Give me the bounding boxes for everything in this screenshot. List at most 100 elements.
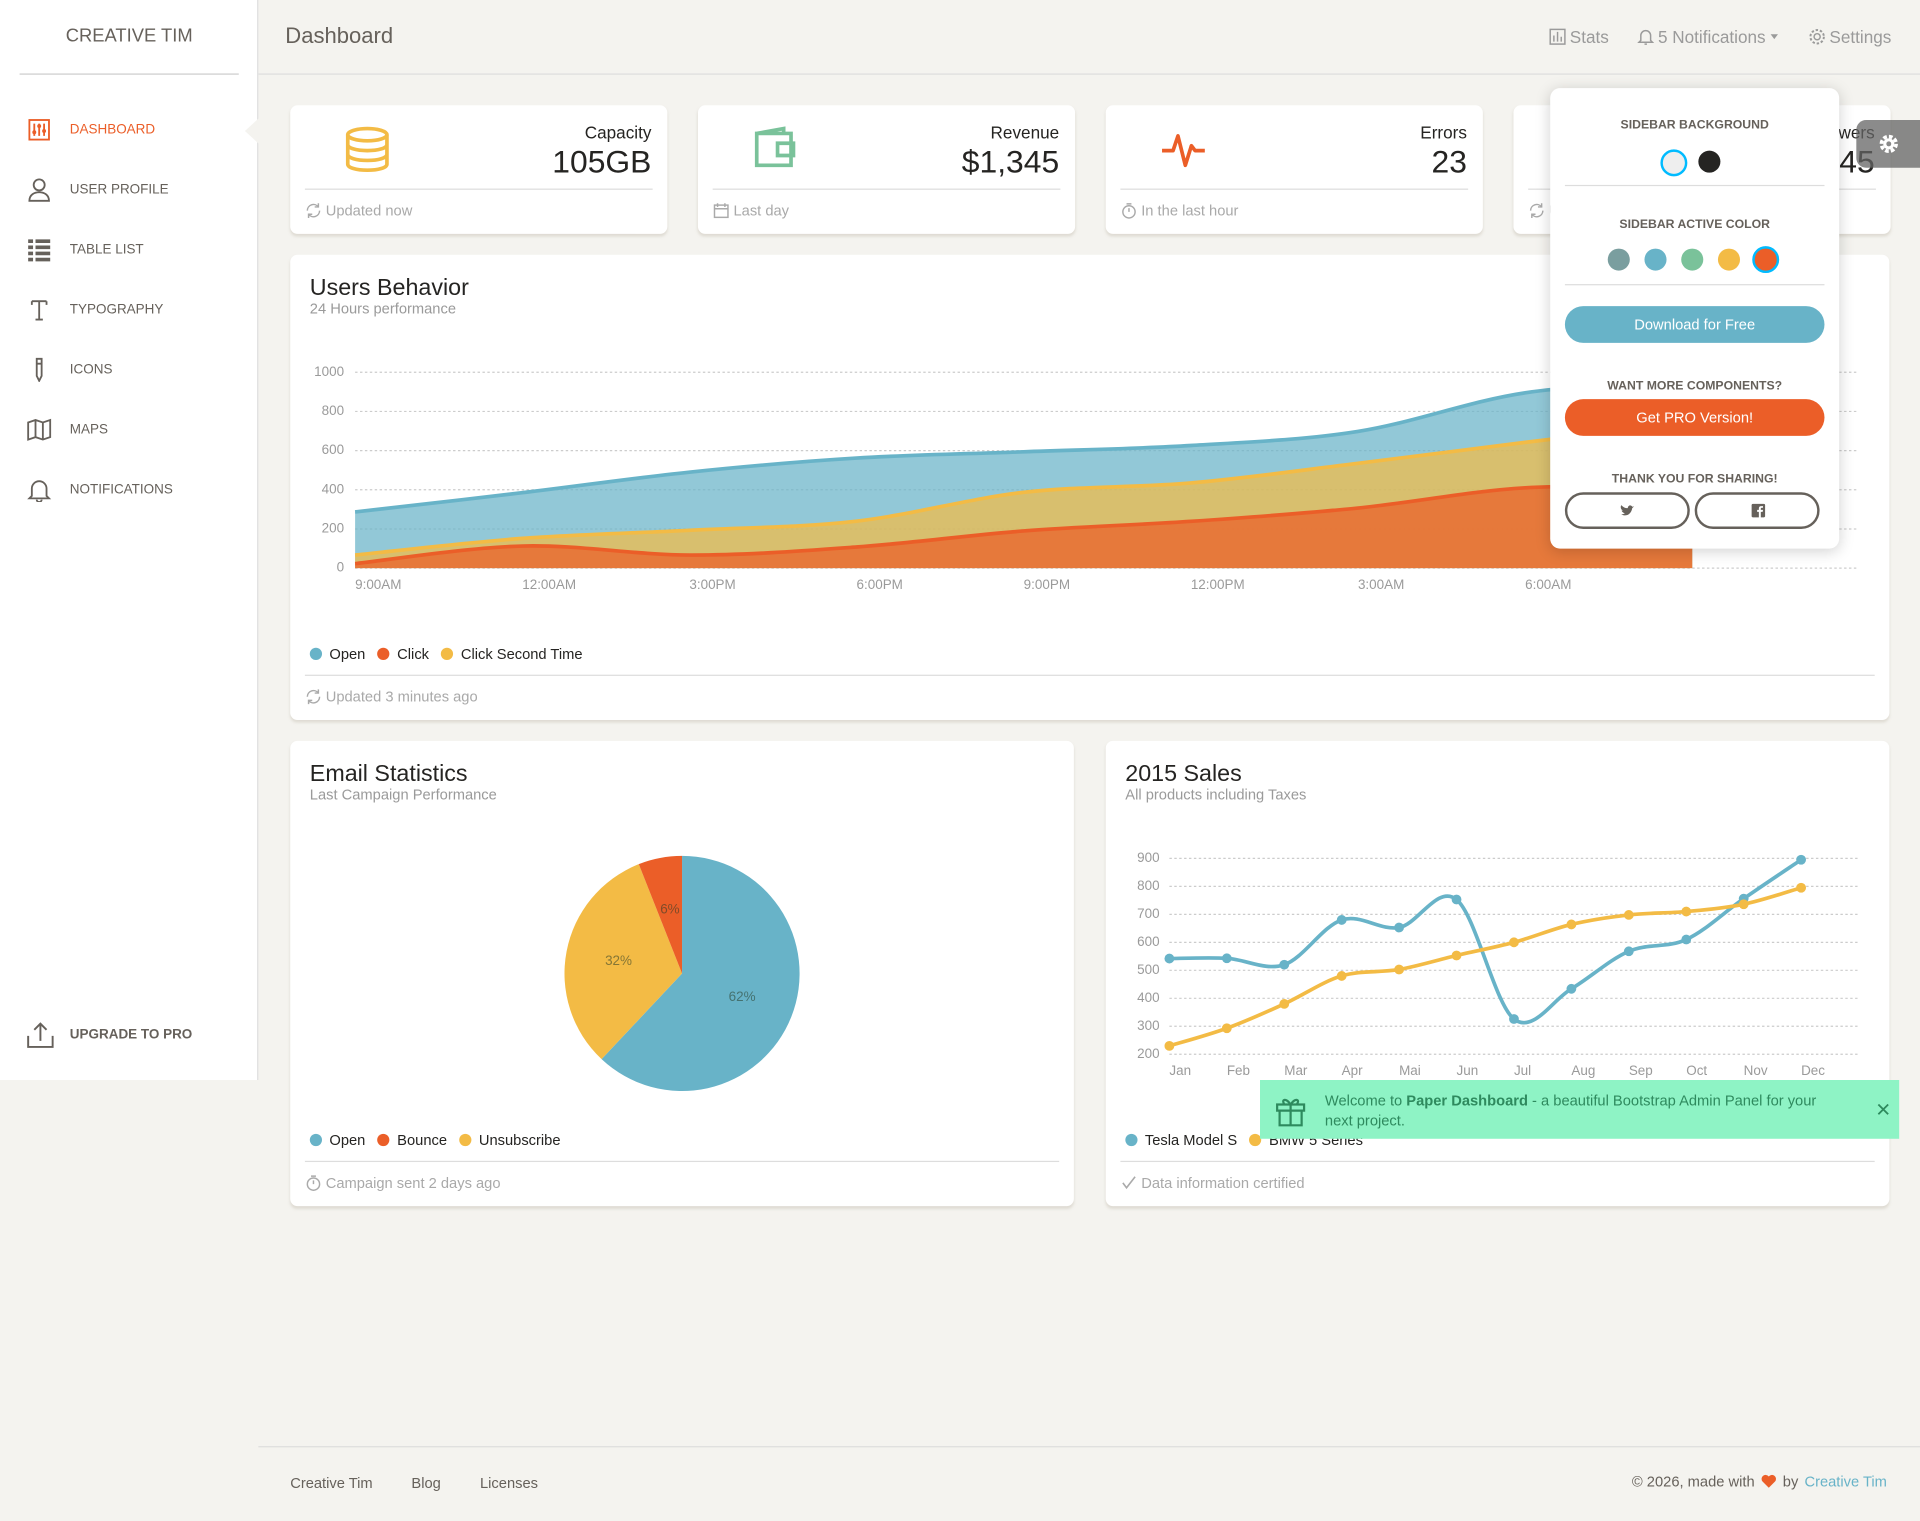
upgrade-icon — [27, 1022, 54, 1048]
color-swatch[interactable] — [1681, 248, 1704, 271]
nav-label: TABLE LIST — [69, 242, 144, 258]
copyright: © 2026, made with by Creative Tim — [1632, 1474, 1887, 1489]
card: Errors 23 In the last hour — [1105, 105, 1483, 234]
navbar-link[interactable]: Settings — [1809, 26, 1892, 47]
close-icon — [1877, 1103, 1889, 1115]
legend-item: Open — [309, 645, 366, 663]
footer-link[interactable]: Licenses — [480, 1474, 539, 1492]
legend-swatch — [1249, 1133, 1262, 1147]
card-footer: Data information certified — [1141, 1174, 1305, 1192]
nav-label: DASHBOARD — [69, 122, 156, 138]
nav-item[interactable]: MAPS — [0, 413, 258, 447]
card-divider — [304, 674, 1875, 676]
color-swatch[interactable] — [1660, 149, 1688, 177]
nav-icon — [30, 300, 48, 321]
color-swatch[interactable] — [1752, 246, 1780, 274]
legend-label: Click Second Time — [460, 645, 583, 663]
legend-label: Open — [329, 1131, 366, 1149]
caret — [1770, 34, 1778, 40]
author-link[interactable]: Creative Tim — [1804, 1473, 1887, 1491]
notification-text-part: - a beautiful Bootstrap Admin Panel for … — [1324, 1092, 1817, 1129]
button-label: Get PRO Version! — [1636, 408, 1754, 427]
notification-bold: Paper Dashboard — [1406, 1092, 1528, 1110]
heart-icon — [1761, 1474, 1776, 1488]
color-swatch[interactable] — [1644, 248, 1667, 271]
nav-icon — [27, 480, 52, 503]
nav-item[interactable]: TABLE LIST — [0, 233, 258, 267]
nav-item[interactable]: DASHBOARD — [0, 113, 258, 147]
nav-label: MAPS — [69, 422, 108, 438]
legend-swatch — [377, 647, 390, 660]
nav-item[interactable]: ICONS — [0, 353, 258, 387]
navbar-title[interactable]: Dashboard — [285, 23, 394, 48]
legend-label: Tesla Model S — [1144, 1131, 1238, 1149]
legend-item: Open — [309, 1131, 366, 1149]
nav-icon — [28, 239, 51, 262]
footer-icon — [306, 203, 321, 218]
twitter-button[interactable] — [1564, 492, 1690, 529]
footer-icon — [713, 203, 729, 219]
upgrade-link[interactable]: UPGRADE TO PRO — [0, 1018, 258, 1052]
footer-link[interactable]: Creative Tim — [290, 1474, 373, 1492]
stat-label: Errors — [1420, 122, 1467, 143]
card-title: 2015 Sales — [1125, 761, 1242, 788]
legend-swatch — [441, 647, 454, 660]
legend-swatch — [309, 1133, 323, 1147]
close-button[interactable] — [1876, 1102, 1891, 1117]
card-subtitle: Last Campaign Performance — [309, 786, 497, 804]
stat-footer: In the last hour — [1141, 202, 1239, 220]
footer-border — [258, 1446, 1920, 1448]
navbar-icon — [1809, 29, 1825, 45]
divider — [19, 73, 239, 75]
facebook-icon — [1751, 503, 1766, 518]
notification-text: Welcome to Paper Dashboard - a beautiful… — [1325, 1091, 1839, 1130]
card-divider — [304, 188, 653, 190]
brand[interactable]: CREATIVE TIM — [65, 25, 193, 47]
gear-icon — [1879, 134, 1898, 154]
navbar-link-text: Stats — [1569, 26, 1609, 47]
navbar-link-text: 5 Notifications — [1657, 26, 1766, 47]
navbar-link[interactable]: Stats — [1549, 27, 1609, 47]
download-button[interactable]: Download for Free — [1564, 306, 1825, 343]
legend-item: Bounce — [377, 1133, 447, 1147]
nav-item[interactable]: NOTIFICATIONS — [0, 473, 258, 507]
footer-icon — [1529, 203, 1544, 218]
pro-button[interactable]: Get PRO Version! — [1564, 399, 1825, 436]
facebook-button[interactable] — [1694, 492, 1820, 529]
nav-label: NOTIFICATIONS — [69, 482, 173, 498]
navbar-link-text: Settings — [1829, 26, 1892, 47]
legend-item: Unsubscribe — [459, 1133, 561, 1147]
stat-icon — [1162, 134, 1205, 168]
color-swatch[interactable] — [1607, 248, 1630, 271]
settings-dropdown: SIDEBAR BACKGROUND SIDEBAR ACTIVE COLOR Do… — [1550, 88, 1840, 549]
nav-item[interactable]: USER PROFILE — [0, 173, 258, 207]
panel-divider — [1564, 284, 1825, 286]
legend-swatch — [309, 647, 323, 660]
navbar-link[interactable]: 5 Notifications — [1637, 27, 1779, 47]
nav-icon — [28, 178, 50, 202]
footer-link[interactable]: Blog — [411, 1474, 441, 1492]
color-swatch[interactable] — [1717, 248, 1740, 271]
gift-icon — [1276, 1098, 1306, 1127]
nav-label: ICONS — [69, 362, 113, 378]
stat-icon — [345, 126, 389, 173]
legend-label: Open — [329, 645, 366, 663]
legend-label: Click — [397, 645, 430, 663]
section-title: THANK YOU FOR SHARING! — [1611, 472, 1778, 487]
legend-swatch — [459, 1133, 472, 1147]
nav-item[interactable]: TYPOGRAPHY — [0, 293, 258, 327]
color-swatch[interactable] — [1698, 150, 1721, 173]
settings-toggle[interactable] — [1856, 120, 1920, 168]
card-subtitle: All products including Taxes — [1125, 786, 1307, 804]
stat-value: $1,345 — [961, 143, 1060, 180]
footer-icon — [306, 689, 321, 705]
legend-swatch — [1125, 1133, 1138, 1147]
copyright-text: © 2026, made with — [1631, 1473, 1755, 1491]
nav-label: USER PROFILE — [69, 182, 169, 198]
nav-icon — [35, 357, 43, 383]
stat-footer: Last day — [733, 202, 790, 220]
card-divider — [712, 188, 1061, 190]
twitter-icon — [1620, 505, 1635, 516]
